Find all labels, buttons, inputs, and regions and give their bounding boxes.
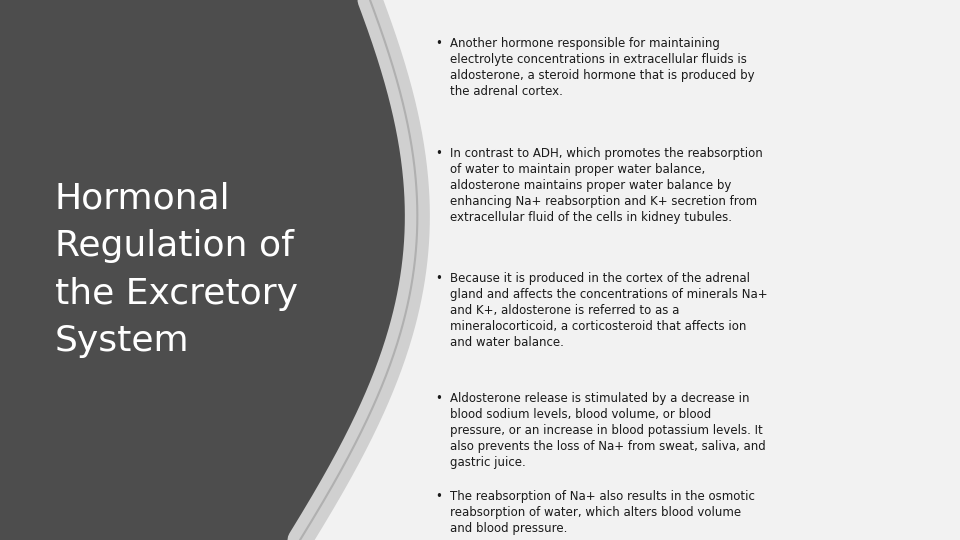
- Text: •: •: [435, 37, 442, 50]
- Text: •: •: [435, 272, 442, 285]
- Text: In contrast to ADH, which promotes the reabsorption
of water to maintain proper : In contrast to ADH, which promotes the r…: [450, 147, 763, 224]
- Text: Aldosterone release is stimulated by a decrease in
blood sodium levels, blood vo: Aldosterone release is stimulated by a d…: [450, 392, 766, 469]
- Text: •: •: [435, 147, 442, 160]
- Polygon shape: [300, 0, 960, 540]
- Text: •: •: [435, 490, 442, 503]
- Text: Another hormone responsible for maintaining
electrolyte concentrations in extrac: Another hormone responsible for maintain…: [450, 37, 755, 98]
- Text: Because it is produced in the cortex of the adrenal
gland and affects the concen: Because it is produced in the cortex of …: [450, 272, 768, 349]
- Text: The reabsorption of Na+ also results in the osmotic
reabsorption of water, which: The reabsorption of Na+ also results in …: [450, 490, 755, 535]
- Text: Hormonal
Regulation of
the Excretory
System: Hormonal Regulation of the Excretory Sys…: [55, 182, 298, 358]
- Text: •: •: [435, 392, 442, 405]
